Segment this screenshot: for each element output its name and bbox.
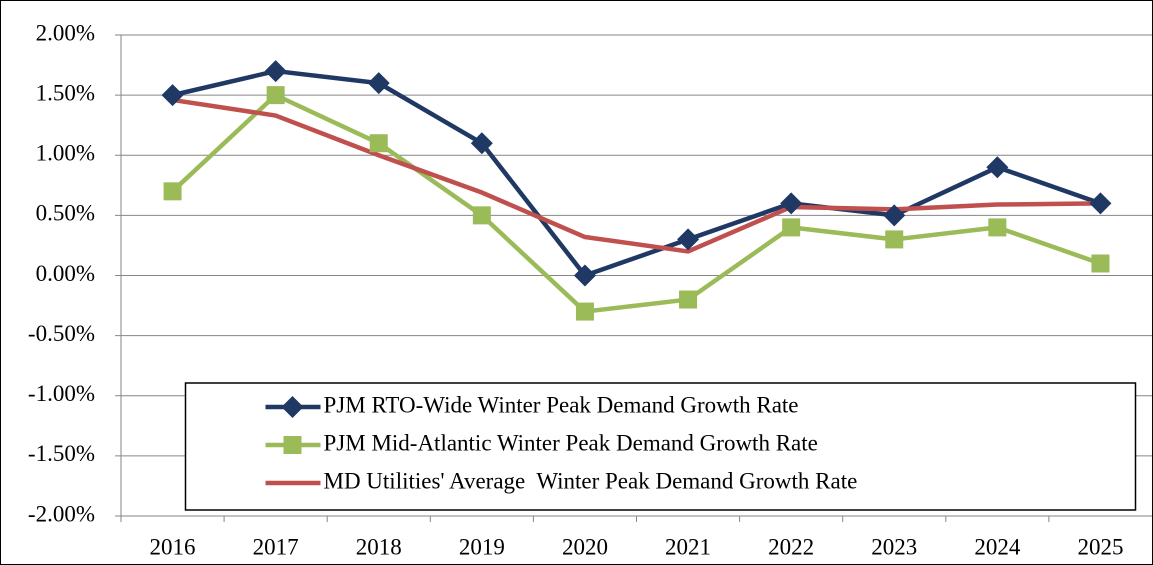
data-point xyxy=(780,192,803,215)
data-point xyxy=(369,134,388,153)
legend-marker xyxy=(283,436,302,454)
y-tick-label: -1.50% xyxy=(28,441,95,466)
data-point xyxy=(472,206,491,225)
data-point xyxy=(470,132,493,155)
y-tick-label: -1.00% xyxy=(28,381,95,406)
x-tick-label: 2020 xyxy=(562,534,608,559)
y-tick-label: 0.50% xyxy=(36,201,95,226)
y-tick-label: 1.50% xyxy=(36,80,95,105)
legend-label: PJM RTO-Wide Winter Peak Demand Growth R… xyxy=(324,392,799,417)
data-point xyxy=(573,264,596,287)
data-point xyxy=(677,228,700,251)
y-tick-label: -0.50% xyxy=(28,321,95,346)
series-line xyxy=(172,68,1102,278)
series-line xyxy=(172,97,1101,254)
series-line xyxy=(171,92,1102,314)
legend-label: PJM Mid-Atlantic Winter Peak Demand Grow… xyxy=(324,430,818,455)
legend-marker xyxy=(281,396,304,418)
data-point xyxy=(1091,254,1110,273)
x-tick-label: 2025 xyxy=(1077,534,1123,559)
data-point xyxy=(163,182,182,201)
data-point xyxy=(575,302,594,321)
x-tick-label: 2019 xyxy=(459,534,505,559)
data-point xyxy=(264,60,287,83)
data-point xyxy=(679,290,698,309)
x-tick-label: 2023 xyxy=(871,534,917,559)
legend-box xyxy=(184,382,1137,511)
x-tick-label: 2016 xyxy=(150,534,196,559)
legend-label: MD Utilities' Average Winter Peak Demand… xyxy=(324,468,858,493)
y-tick-label: 0.00% xyxy=(36,261,95,286)
x-tick-label: 2018 xyxy=(356,534,402,559)
data-point xyxy=(367,72,390,95)
x-tick-label: 2017 xyxy=(253,534,299,559)
data-point xyxy=(885,230,904,249)
data-point xyxy=(1089,192,1112,215)
data-point xyxy=(782,218,801,237)
x-tick-label: 2022 xyxy=(768,534,814,559)
data-point xyxy=(988,218,1007,237)
data-point xyxy=(986,156,1009,179)
data-point xyxy=(883,204,906,227)
data-point xyxy=(266,86,285,105)
x-tick-label: 2021 xyxy=(665,534,711,559)
data-point xyxy=(161,84,184,107)
y-tick-label: 2.00% xyxy=(36,20,95,45)
y-tick-label: -2.00% xyxy=(28,501,95,526)
x-tick-label: 2024 xyxy=(974,534,1021,559)
y-tick-label: 1.00% xyxy=(36,141,95,166)
